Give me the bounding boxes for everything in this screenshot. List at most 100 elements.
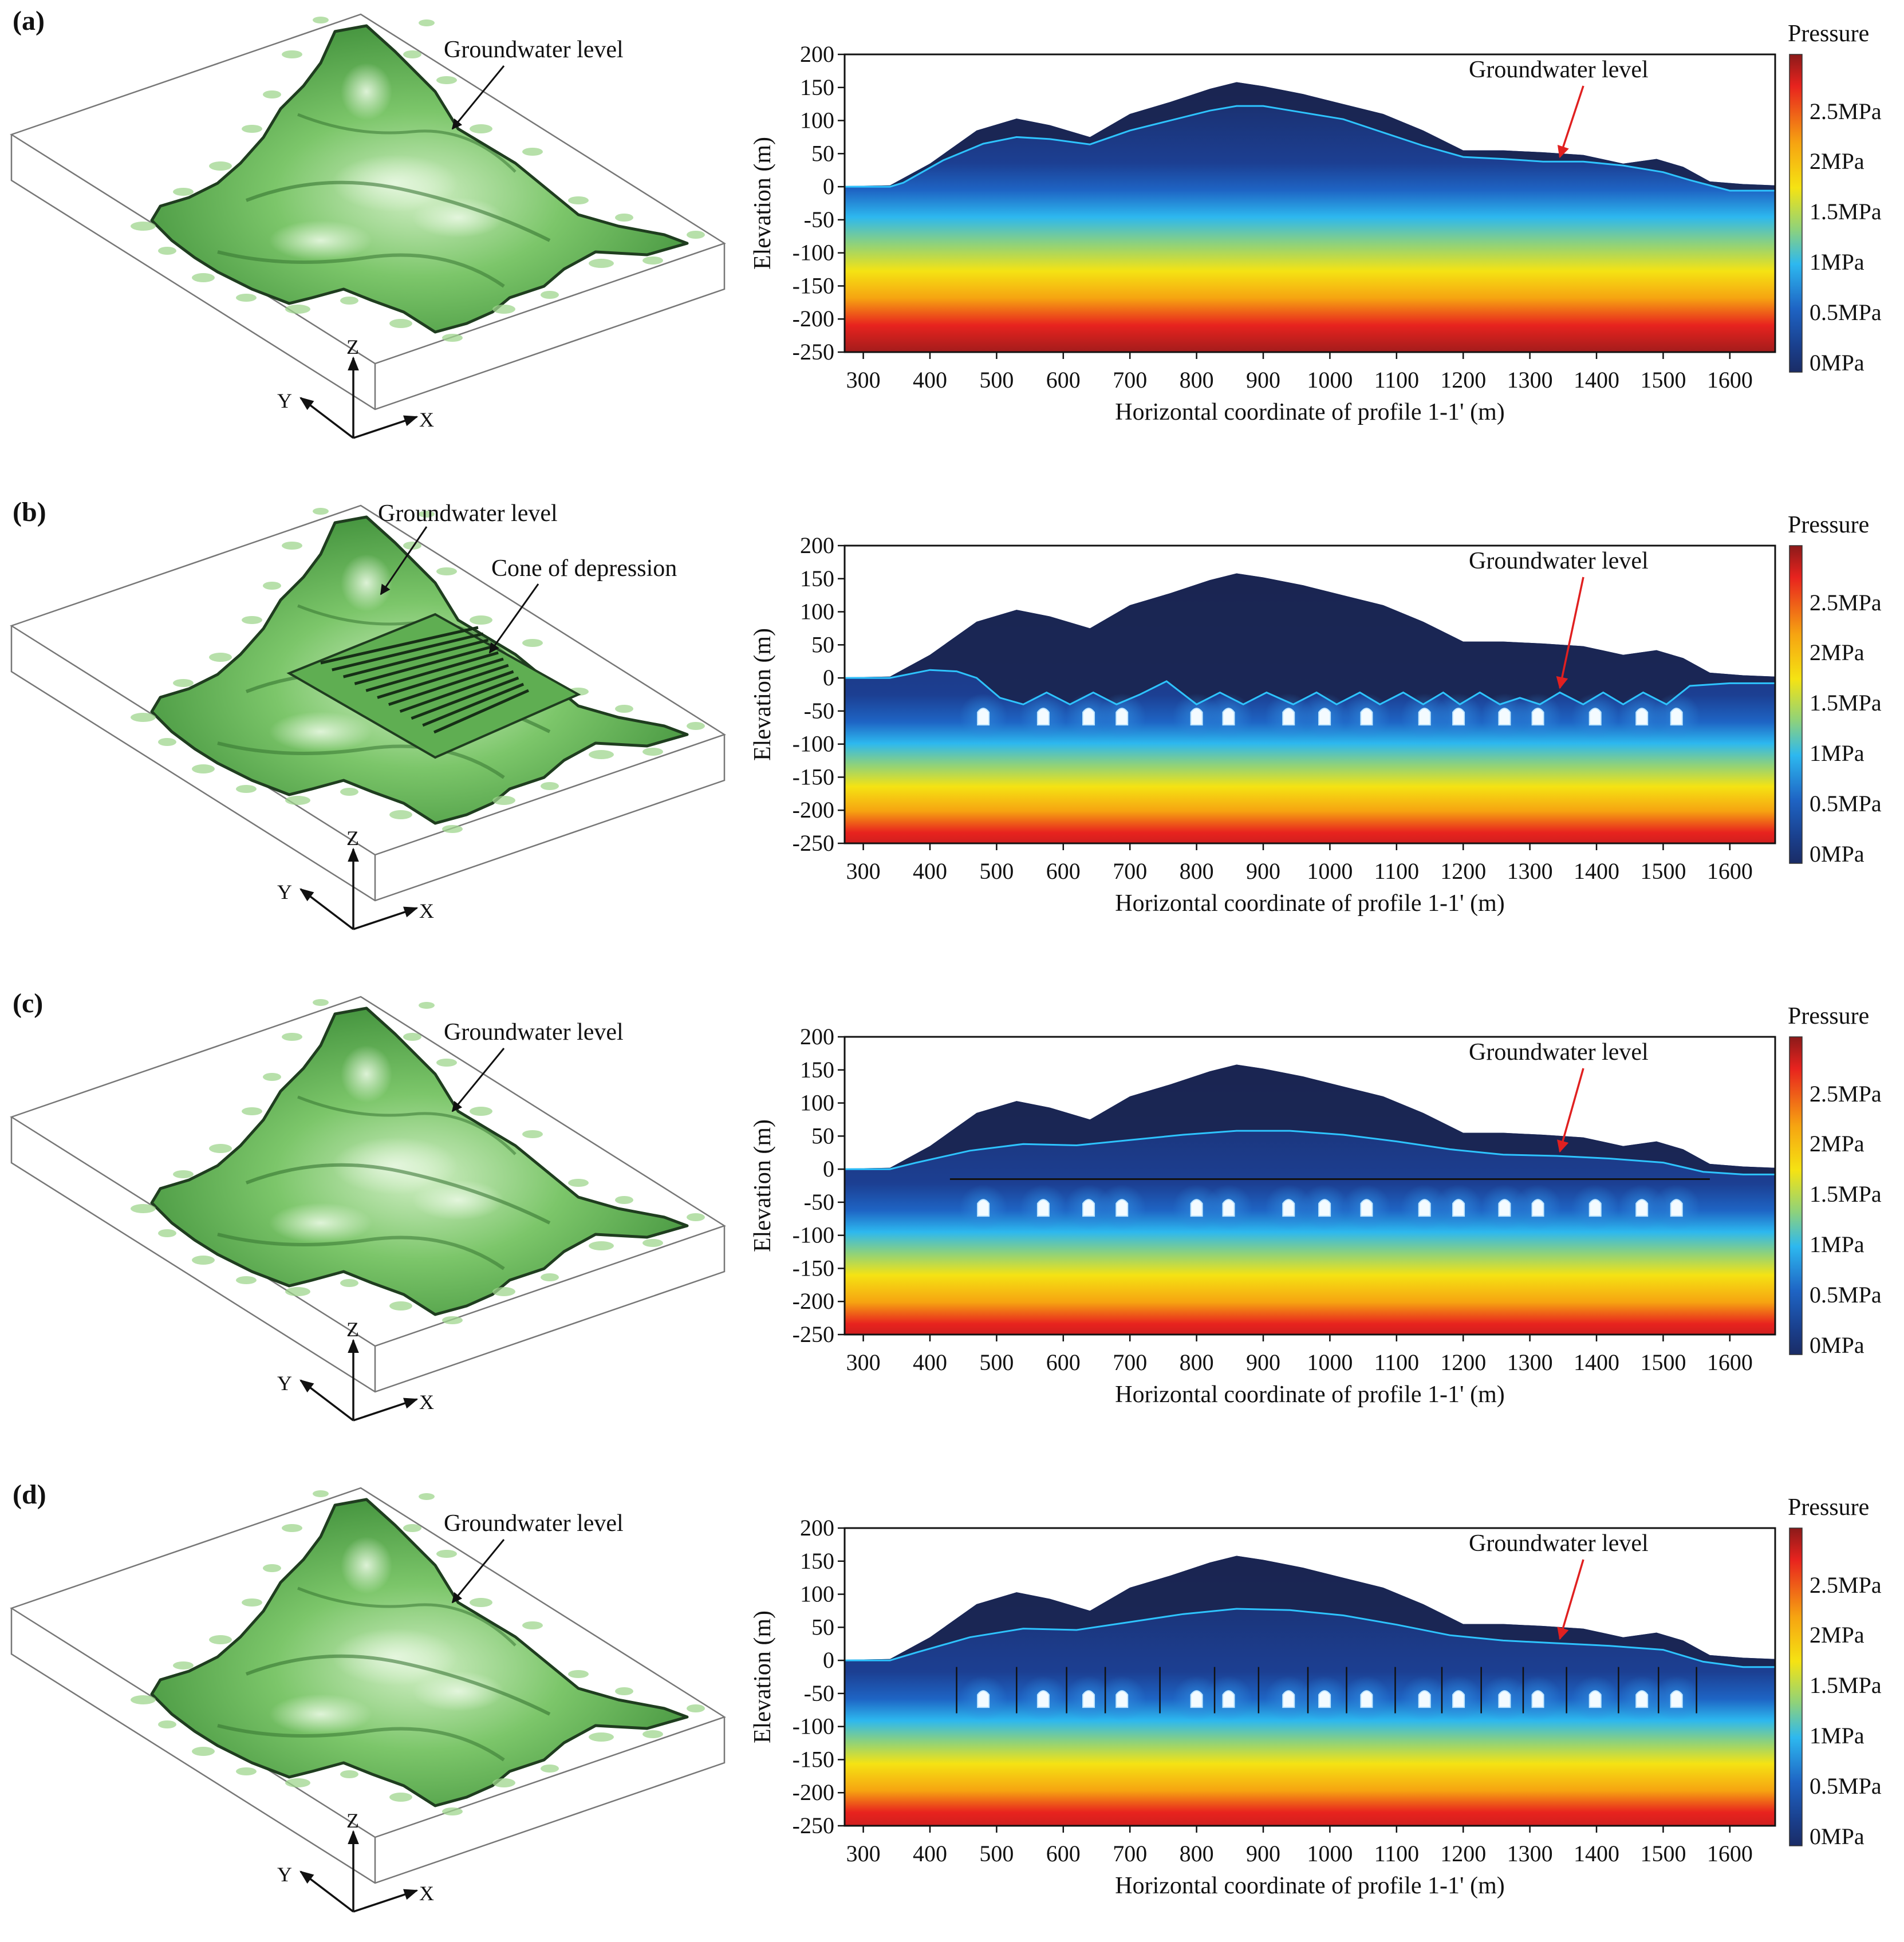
groundwater-line [845, 1608, 1775, 1668]
x-axis-title: Horizontal coordinate of profile 1-1' (m… [1115, 890, 1505, 917]
tunnel [1115, 1690, 1129, 1708]
tunnel [1588, 1690, 1602, 1708]
x-axis-label: X [419, 899, 434, 922]
depression-zone [286, 613, 581, 759]
colorbar: Pressure 2.5MPa 2MPa 1.5MPa 1MPa 0.5MPa 0MPa [1788, 21, 1882, 376]
colorbar-tick-label: 1.5MPa [1810, 1672, 1882, 1698]
colorbar-scale [1789, 1527, 1803, 1846]
y-tick-label: 200 [800, 1515, 834, 1541]
tunnel [1318, 708, 1331, 726]
colorbar-tick-label: 0.5MPa [1810, 299, 1882, 325]
x-tick-label: 1400 [1574, 1841, 1619, 1866]
colorbar-title: Pressure [1788, 1494, 1869, 1521]
y-tick-label: 0 [823, 173, 834, 199]
panel-label: (c) [13, 988, 43, 1019]
x-tick-label: 800 [1180, 367, 1214, 393]
x-tick-label: 1300 [1507, 1349, 1553, 1375]
tunnel [1452, 1690, 1465, 1708]
x-tick-label: 1000 [1307, 1841, 1353, 1866]
depression-trench [365, 651, 499, 692]
y-tick-label: 100 [800, 1090, 834, 1116]
tunnel [1498, 1690, 1511, 1708]
y-tick-label: 150 [800, 1548, 834, 1574]
x-tick-label: 1600 [1707, 858, 1753, 884]
x-tick-label: 1400 [1574, 858, 1619, 884]
panel-label: (d) [13, 1479, 46, 1510]
right-arrow-groundwater [1557, 1559, 1584, 1640]
y-tick-label: 50 [811, 1614, 834, 1640]
colorbar: Pressure 2.5MPa 2MPa 1.5MPa 1MPa 0.5MPa 0MPa [1788, 1003, 1882, 1358]
depression-trench [377, 657, 504, 699]
colorbar-tick-label: 0MPa [1810, 1332, 1864, 1358]
x-tick-label: 1600 [1707, 1349, 1753, 1375]
colorbar-title: Pressure [1788, 1003, 1869, 1029]
y-axis-label: Y [277, 1863, 292, 1886]
tunnel [1190, 1690, 1203, 1708]
x-axis-title: Horizontal coordinate of profile 1-1' (m… [1115, 399, 1505, 425]
y-tick-label: -100 [793, 731, 834, 757]
terrain-surface [131, 17, 705, 342]
tunnel [1282, 1199, 1295, 1217]
tunnel [1418, 1690, 1431, 1708]
x-tick-label: 700 [1113, 858, 1147, 884]
tunnel [1190, 708, 1203, 726]
y-tick-label: 200 [800, 1024, 834, 1049]
tunnel [1588, 708, 1602, 726]
x-tick-label: 400 [913, 1841, 947, 1866]
y-tick-label: -50 [804, 1680, 834, 1706]
y-tick-label: 100 [800, 1581, 834, 1607]
x-tick-label: 1200 [1440, 367, 1486, 393]
left-label-groundwater: Groundwater level [444, 1019, 624, 1045]
colorbar: Pressure 2.5MPa 2MPa 1.5MPa 1MPa 0.5MPa 0MPa [1788, 1494, 1882, 1849]
x-tick-label: 1000 [1307, 367, 1353, 393]
tunnel [1531, 1690, 1544, 1708]
left-arrow-cone [488, 583, 539, 654]
colorbar-tick-label: 2.5MPa [1810, 590, 1882, 615]
panel-b: (b) Groundwater level Cone of depression Z Y… [10, 497, 1882, 930]
xyz-axes: Z Y X [277, 827, 434, 930]
y-tick-label: -250 [793, 830, 834, 856]
x-tick-label: 500 [979, 367, 1014, 393]
terrain-surface [131, 999, 705, 1324]
pressure-field [845, 82, 1775, 352]
tunnel [1082, 708, 1095, 726]
colorbar-scale [1789, 545, 1803, 864]
x-axis-title: Horizontal coordinate of profile 1-1' (m… [1115, 1381, 1505, 1408]
x-axis-title: Horizontal coordinate of profile 1-1' (m… [1115, 1873, 1505, 1899]
colorbar-tick-label: 1MPa [1810, 740, 1864, 766]
tunnel [1531, 708, 1544, 726]
colorbar-tick-label: 1MPa [1810, 249, 1864, 275]
terrain-3d-view [10, 504, 726, 902]
x-tick-label: 1500 [1640, 1841, 1686, 1866]
x-tick-label: 1100 [1374, 367, 1420, 393]
z-axis-label: Z [346, 827, 359, 850]
x-tick-label: 400 [913, 1349, 947, 1375]
left-arrow-groundwater [451, 1539, 505, 1604]
y-tick-label: -150 [793, 1746, 834, 1772]
unsaturated-zone [845, 1064, 1775, 1175]
profile-chart: 300 400 500 600 700 800 900 1000 1100 1200 1300 140… [750, 532, 1776, 917]
x-tick-label: 800 [1180, 1349, 1214, 1375]
x-tick-label: 1100 [1374, 1841, 1420, 1866]
right-label-groundwater: Groundwater level [1469, 548, 1649, 574]
y-tick-label: -100 [793, 1222, 834, 1248]
x-tick-label: 400 [913, 858, 947, 884]
depression-trench [388, 664, 509, 706]
plot-frame [843, 1527, 1776, 1827]
x-tick-label: 1600 [1707, 367, 1753, 393]
tunnel [1282, 708, 1295, 726]
terrain-3d-view [10, 13, 726, 410]
depression-trench [320, 626, 479, 665]
x-axis [353, 415, 419, 439]
tunnel [1670, 1690, 1683, 1708]
cone-of-depression [286, 613, 581, 759]
colorbar-tick-label: 2.5MPa [1810, 1572, 1882, 1598]
tunnel [977, 708, 990, 726]
y-axis-title: Elevation (m) [750, 137, 776, 270]
depression-trench [422, 682, 525, 727]
plot-frame [843, 544, 1776, 844]
right-label-groundwater: Groundwater level [1469, 1530, 1649, 1557]
depression-trench [342, 638, 489, 678]
y-tick-label: -50 [804, 1189, 834, 1215]
